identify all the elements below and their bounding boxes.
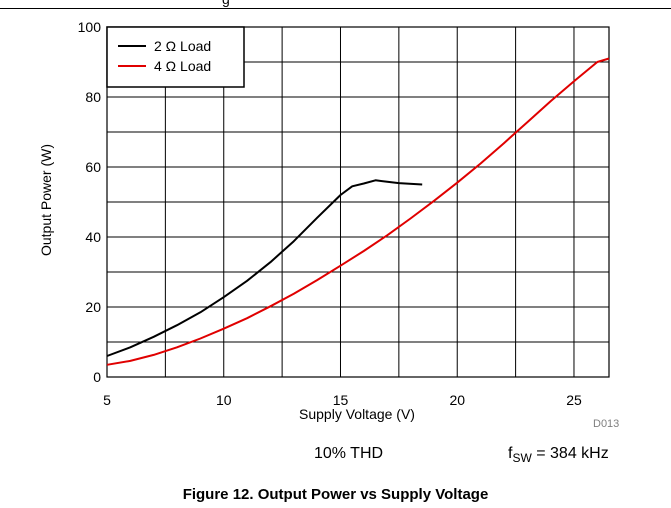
output-power-chart: 5 10 15 20 25 0 20 40 60 80 100 Supply Voltage (V)… <box>38 19 610 422</box>
y-tick-label: 0 <box>93 369 101 385</box>
tick-labels: 5 10 15 20 25 0 20 40 60 80 100 <box>78 19 582 408</box>
x-axis-label: Supply Voltage (V) <box>299 406 415 422</box>
fsw-symbol: f <box>508 445 513 462</box>
y-tick-label: 60 <box>85 159 101 175</box>
cropped-heading-fragment: g <box>222 0 230 7</box>
x-tick-label: 25 <box>566 392 582 408</box>
legend: 2 Ω Load 4 Ω Load <box>106 26 245 88</box>
y-tick-label: 100 <box>78 19 102 35</box>
x-tick-label: 20 <box>449 392 465 408</box>
x-tick-label: 15 <box>333 392 349 408</box>
y-tick-label: 80 <box>85 89 101 105</box>
figure-id-label: D013 <box>593 418 620 430</box>
legend-box <box>106 26 245 88</box>
switching-frequency-label: fSW = 384 kHz <box>508 445 609 465</box>
fsw-value: = 384 kHz <box>531 445 609 462</box>
legend-label-1: 2 Ω Load <box>154 38 211 54</box>
series-line-2 <box>106 57 610 366</box>
fsw-subscript: SW <box>512 451 532 466</box>
thd-condition-label: 10% THD <box>314 445 384 462</box>
top-border-line <box>0 8 671 9</box>
y-axis-label: Output Power (W) <box>38 144 54 256</box>
series-layer <box>106 57 610 366</box>
y-tick-label: 40 <box>85 229 101 245</box>
x-tick-label: 5 <box>103 392 111 408</box>
legend-label-2: 4 Ω Load <box>154 58 211 74</box>
plot-frame <box>106 26 610 378</box>
figure-title: Figure 12. Output Power vs Supply Voltag… <box>182 486 489 503</box>
y-tick-label: 20 <box>85 299 101 315</box>
series-line-1 <box>106 179 423 357</box>
x-tick-label: 10 <box>216 392 232 408</box>
